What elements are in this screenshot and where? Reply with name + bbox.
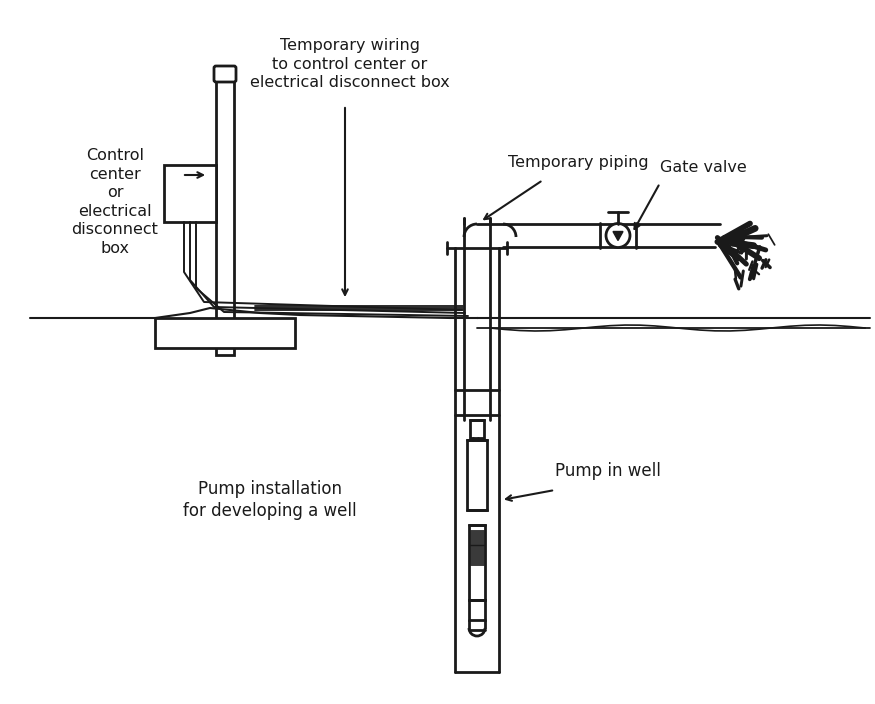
Bar [467,440,487,510]
Bar [155,318,295,348]
Text: Control
center
or
electrical
disconnect
box: Control center or electrical disconnect … [72,148,158,256]
Bar [470,420,484,438]
Text: Gate valve: Gate valve [660,160,746,175]
Bar [164,165,216,222]
Bar [469,600,485,620]
Text: Temporary piping: Temporary piping [508,155,648,170]
Text: Pump installation
for developing a well: Pump installation for developing a well [183,480,357,520]
Text: Pump in well: Pump in well [555,462,661,480]
Text: Temporary wiring
to control center or
electrical disconnect box: Temporary wiring to control center or el… [250,38,450,90]
Bar [469,525,485,600]
FancyBboxPatch shape [214,66,236,82]
Bar [216,80,234,355]
Circle shape [606,223,630,248]
Bar [470,530,484,565]
Polygon shape [613,232,623,241]
